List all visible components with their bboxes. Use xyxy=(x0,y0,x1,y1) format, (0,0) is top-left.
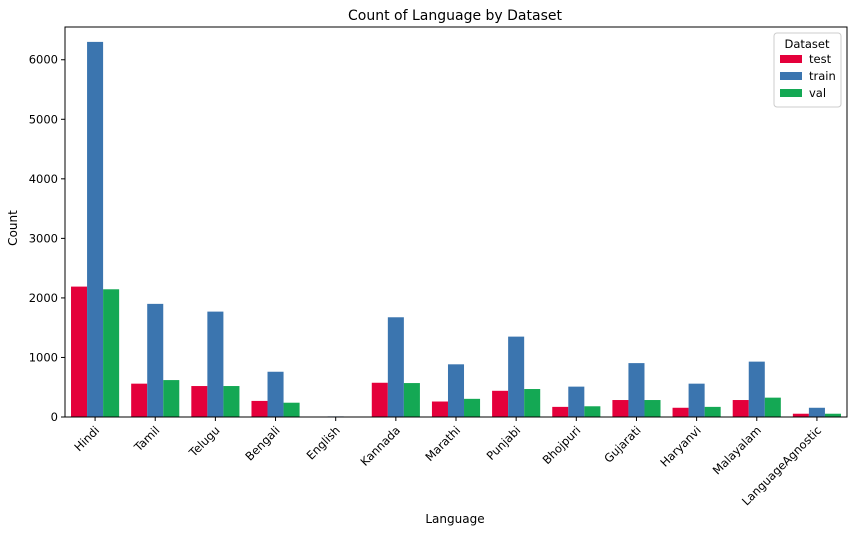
plot-frame xyxy=(64,26,848,418)
bar-val-bhojpuri xyxy=(584,406,601,417)
bar-test-telugu xyxy=(191,386,208,417)
legend-swatch-val xyxy=(780,89,802,97)
bar-train-bhojpuri xyxy=(568,386,585,417)
y-tick-label: 4000 xyxy=(29,172,58,186)
bar-train-gujarati xyxy=(628,363,645,417)
bars-group xyxy=(71,41,841,417)
y-axis: 0 1000 2000 3000 4000 5000 6000 xyxy=(29,53,65,424)
x-tick-label-bengali: Bengali xyxy=(242,423,282,463)
x-tick-label-tamil: Tamil xyxy=(131,423,163,455)
bar-test-haryanvi xyxy=(672,407,689,417)
bar-val-haryanvi xyxy=(704,406,721,417)
bar-test-kannada xyxy=(371,382,388,417)
x-tick-label-malayalam: Malayalam xyxy=(710,423,764,477)
bar-val-marathi xyxy=(464,398,481,417)
x-axis: Hindi Tamil Telugu Bengali English Kannada Mar… xyxy=(71,417,824,508)
bar-train-punjabi xyxy=(508,336,525,417)
legend-label-train: train xyxy=(809,69,836,83)
x-tick-label-hindi: Hindi xyxy=(71,423,102,454)
y-tick-label: 6000 xyxy=(29,53,58,67)
legend: Dataset test train val xyxy=(773,32,842,108)
bar-val-bengali xyxy=(283,402,300,417)
bar-train-languageagnostic xyxy=(808,407,825,417)
bar-test-tamil xyxy=(131,383,148,417)
bar-test-languageagnostic xyxy=(792,413,809,417)
x-tick-label-telugu: Telugu xyxy=(186,423,223,460)
x-axis-label: Language xyxy=(425,512,484,526)
bar-test-hindi xyxy=(71,286,88,417)
x-tick-label-bhojpuri: Bhojpuri xyxy=(540,423,584,467)
bar-test-bengali xyxy=(251,400,268,417)
chart-title: Count of Language by Dataset xyxy=(348,8,562,24)
x-tick-label-punjabi: Punjabi xyxy=(484,423,524,463)
bar-val-telugu xyxy=(223,386,240,417)
y-tick-label: 2000 xyxy=(29,291,58,305)
bar-val-languageagnostic xyxy=(824,413,841,417)
y-tick-label: 0 xyxy=(51,410,58,424)
y-tick-label: 3000 xyxy=(29,231,58,245)
bar-train-bengali xyxy=(267,371,284,417)
legend-swatch-test xyxy=(780,55,802,63)
bar-test-bhojpuri xyxy=(552,406,569,417)
bar-train-kannada xyxy=(387,317,404,417)
y-axis-label: Count xyxy=(6,210,20,246)
bar-test-punjabi xyxy=(492,390,509,417)
legend-label-test: test xyxy=(809,52,832,66)
legend-swatch-train xyxy=(780,72,802,80)
x-tick-label-english: English xyxy=(304,423,343,462)
bar-test-gujarati xyxy=(612,400,629,417)
y-tick-label: 5000 xyxy=(29,112,58,126)
legend-title: Dataset xyxy=(784,37,830,51)
bar-train-telugu xyxy=(207,311,224,417)
bar-train-marathi xyxy=(447,364,465,417)
x-tick-label-marathi: Marathi xyxy=(422,423,463,464)
y-tick-label: 1000 xyxy=(29,350,58,364)
bar-train-hindi xyxy=(87,41,104,417)
legend-frame xyxy=(773,32,842,108)
bar-val-gujarati xyxy=(644,400,661,417)
x-tick-label-kannada: Kannada xyxy=(357,423,403,469)
bar-val-punjabi xyxy=(524,389,541,417)
bar-train-malayalam xyxy=(748,361,765,417)
bar-val-kannada xyxy=(403,383,420,417)
bar-val-hindi xyxy=(103,289,120,417)
bar-val-tamil xyxy=(163,380,180,417)
bar-test-malayalam xyxy=(732,400,749,417)
bar-train-tamil xyxy=(147,303,164,417)
bar-val-malayalam xyxy=(764,397,781,417)
bar-test-marathi xyxy=(431,401,448,417)
x-tick-label-gujarati: Gujarati xyxy=(601,423,643,465)
x-tick-label-haryanvi: Haryanvi xyxy=(657,423,703,469)
bar-train-haryanvi xyxy=(688,383,705,417)
legend-label-val: val xyxy=(809,86,826,100)
